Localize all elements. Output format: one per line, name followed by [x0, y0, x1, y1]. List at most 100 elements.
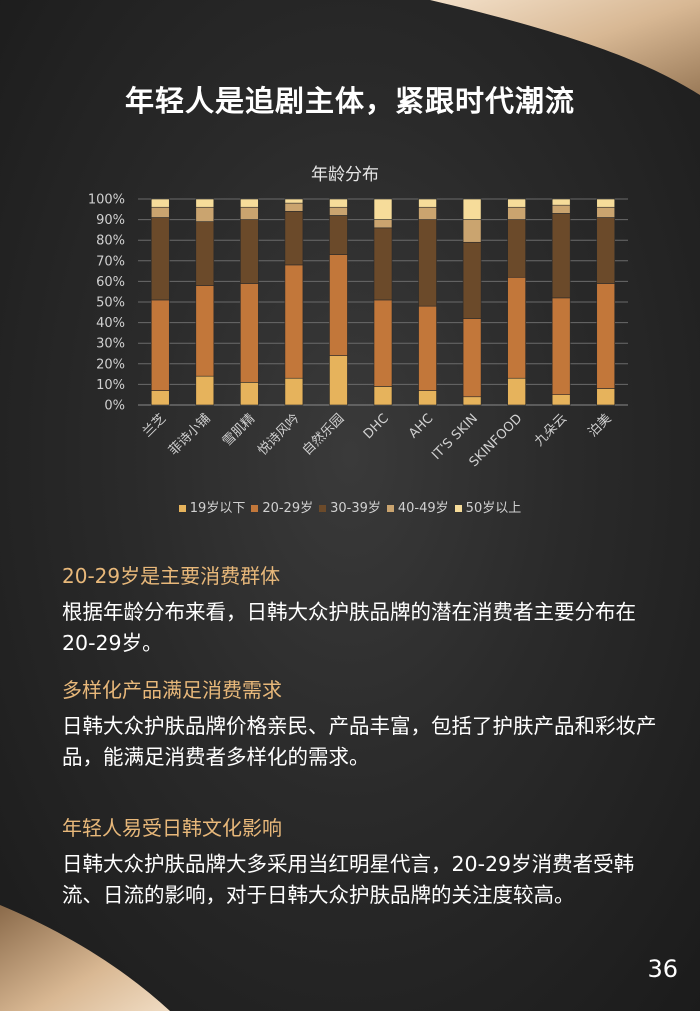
- legend-swatch: [251, 505, 259, 512]
- bar-segment: [462, 241, 482, 319]
- bar-segment: [150, 390, 170, 406]
- legend-label: 30-39岁: [330, 501, 381, 516]
- legend-swatch: [319, 505, 327, 512]
- bar-segment: [418, 198, 437, 208]
- bar-segment: [329, 254, 348, 356]
- bar-segment: [418, 219, 437, 307]
- bar-segment: [551, 213, 571, 299]
- bar-segment: [195, 375, 215, 406]
- bar-segment: [373, 219, 393, 229]
- bar-segment: [551, 394, 571, 406]
- bar-segment: [507, 377, 526, 406]
- bar-segment: [462, 396, 482, 406]
- bar-segment: [150, 299, 170, 391]
- y-tick-label: 80%: [96, 234, 125, 249]
- y-tick-label: 50%: [96, 296, 125, 311]
- legend-entry: 30-39岁: [319, 497, 381, 516]
- legend-swatch: [386, 505, 394, 512]
- legend-swatch: [454, 505, 462, 512]
- bar-segment: [596, 206, 616, 218]
- section-body: 日韩大众护肤品牌大多采用当红明星代言，20-29岁消费者受韩流、日流的影响，对于…: [62, 852, 635, 907]
- legend-entry: 50岁以上: [454, 497, 522, 516]
- x-tick-label: DHC: [361, 411, 392, 442]
- bar-segment: [284, 264, 304, 379]
- bar-segment: [150, 217, 170, 301]
- section-heading: 20-29岁是主要消费群体: [62, 564, 281, 588]
- bar-segment: [373, 386, 393, 406]
- x-tick-label: 兰芝: [139, 411, 169, 441]
- y-tick-label: 20%: [96, 357, 125, 372]
- x-tick-label: 悦诗风吟: [255, 411, 303, 459]
- bar-segment: [418, 206, 437, 220]
- bar-segment: [329, 206, 348, 216]
- bar-segment: [195, 206, 215, 222]
- bar-segment: [373, 299, 393, 387]
- bar-segment: [507, 219, 526, 278]
- chart-legend: 19岁以下 20-29岁 30-39岁 40-49岁 50岁以上: [0, 497, 700, 516]
- y-tick-label: 10%: [96, 378, 125, 393]
- section-main-consumers: 20-29岁是主要消费群体 根据年龄分布来看，日韩大众护肤品牌的潜在消费者主要分…: [62, 560, 662, 659]
- legend-label: 19岁以下: [189, 501, 246, 516]
- bar-segment: [507, 198, 526, 208]
- bar-segment: [240, 206, 259, 220]
- x-tick-label: 雪肌精: [220, 411, 258, 449]
- bar-segment: [596, 217, 616, 284]
- y-tick-label: 40%: [96, 316, 125, 331]
- bar-segment: [373, 198, 393, 220]
- x-tick-label: 泊美: [586, 411, 615, 440]
- section-diverse-products: 多样化产品满足消费需求 日韩大众护肤品牌价格亲民、产品丰富，包括了护肤产品和彩妆…: [62, 674, 662, 773]
- x-tick-label: AHC: [406, 411, 436, 441]
- x-tick-label: 九朵云: [532, 411, 570, 449]
- bar-segment: [329, 198, 348, 208]
- bar-segment: [507, 276, 526, 379]
- bar-segment: [195, 221, 215, 286]
- y-tick-label: 30%: [96, 337, 125, 352]
- bar-segment: [240, 219, 259, 284]
- bar-segment: [284, 202, 304, 212]
- bar-segment: [150, 198, 170, 208]
- x-tick-label: 菲诗小铺: [166, 411, 213, 458]
- bar-segment: [596, 198, 616, 208]
- bar-segment: [418, 305, 437, 391]
- bar-segment: [284, 211, 304, 266]
- bar-segment: [329, 215, 348, 255]
- page-title: 年轻人是追剧主体，紧跟时代潮流: [124, 84, 575, 118]
- section-body: 根据年龄分布来看，日韩大众护肤品牌的潜在消费者主要分布在20-29岁。: [62, 600, 636, 655]
- page-number: 36: [647, 955, 678, 983]
- section-culture-influence: 年轻人易受日韩文化影响 日韩大众护肤品牌大多采用当红明星代言，20-29岁消费者…: [62, 812, 662, 911]
- legend-label: 50岁以上: [465, 501, 522, 516]
- legend-label: 40-49岁: [397, 501, 449, 516]
- y-tick-label: 70%: [96, 254, 125, 269]
- bar-segment: [596, 388, 616, 406]
- bar-segment: [240, 382, 259, 406]
- legend-entry: 40-49岁: [386, 497, 449, 516]
- bar-segment: [418, 390, 437, 406]
- legend-entry: 19岁以下: [178, 497, 246, 516]
- bar-segment: [507, 206, 526, 220]
- bar-segment: [240, 198, 259, 208]
- legend-entry: 20-29岁: [251, 497, 313, 516]
- bar-segment: [284, 198, 304, 204]
- chart-title: 年龄分布: [311, 165, 379, 185]
- bar-segment: [462, 318, 482, 398]
- x-tick-label: 自然乐园: [299, 411, 347, 459]
- y-tick-label: 100%: [88, 193, 125, 208]
- section-heading: 年轻人易受日韩文化影响: [62, 816, 282, 840]
- bar-segment: [462, 219, 482, 243]
- bar-segment: [195, 198, 215, 208]
- y-tick-label: 90%: [96, 213, 125, 228]
- bar-segment: [596, 283, 616, 389]
- bar-segment: [462, 198, 482, 220]
- bar-segment: [551, 204, 571, 214]
- bar-segment: [150, 206, 170, 218]
- legend-swatch: [178, 505, 186, 512]
- bar-segment: [240, 283, 259, 383]
- bar-segment: [551, 198, 571, 206]
- section-body: 日韩大众护肤品牌价格亲民、产品丰富，包括了护肤产品和彩妆产品，能满足消费者多样化…: [62, 714, 657, 769]
- bar-segment: [329, 355, 348, 406]
- bar-segment: [551, 297, 571, 396]
- bar-segment: [195, 285, 215, 377]
- bar-segment: [373, 227, 393, 301]
- y-tick-label: 0%: [104, 399, 125, 414]
- y-tick-label: 60%: [96, 275, 125, 290]
